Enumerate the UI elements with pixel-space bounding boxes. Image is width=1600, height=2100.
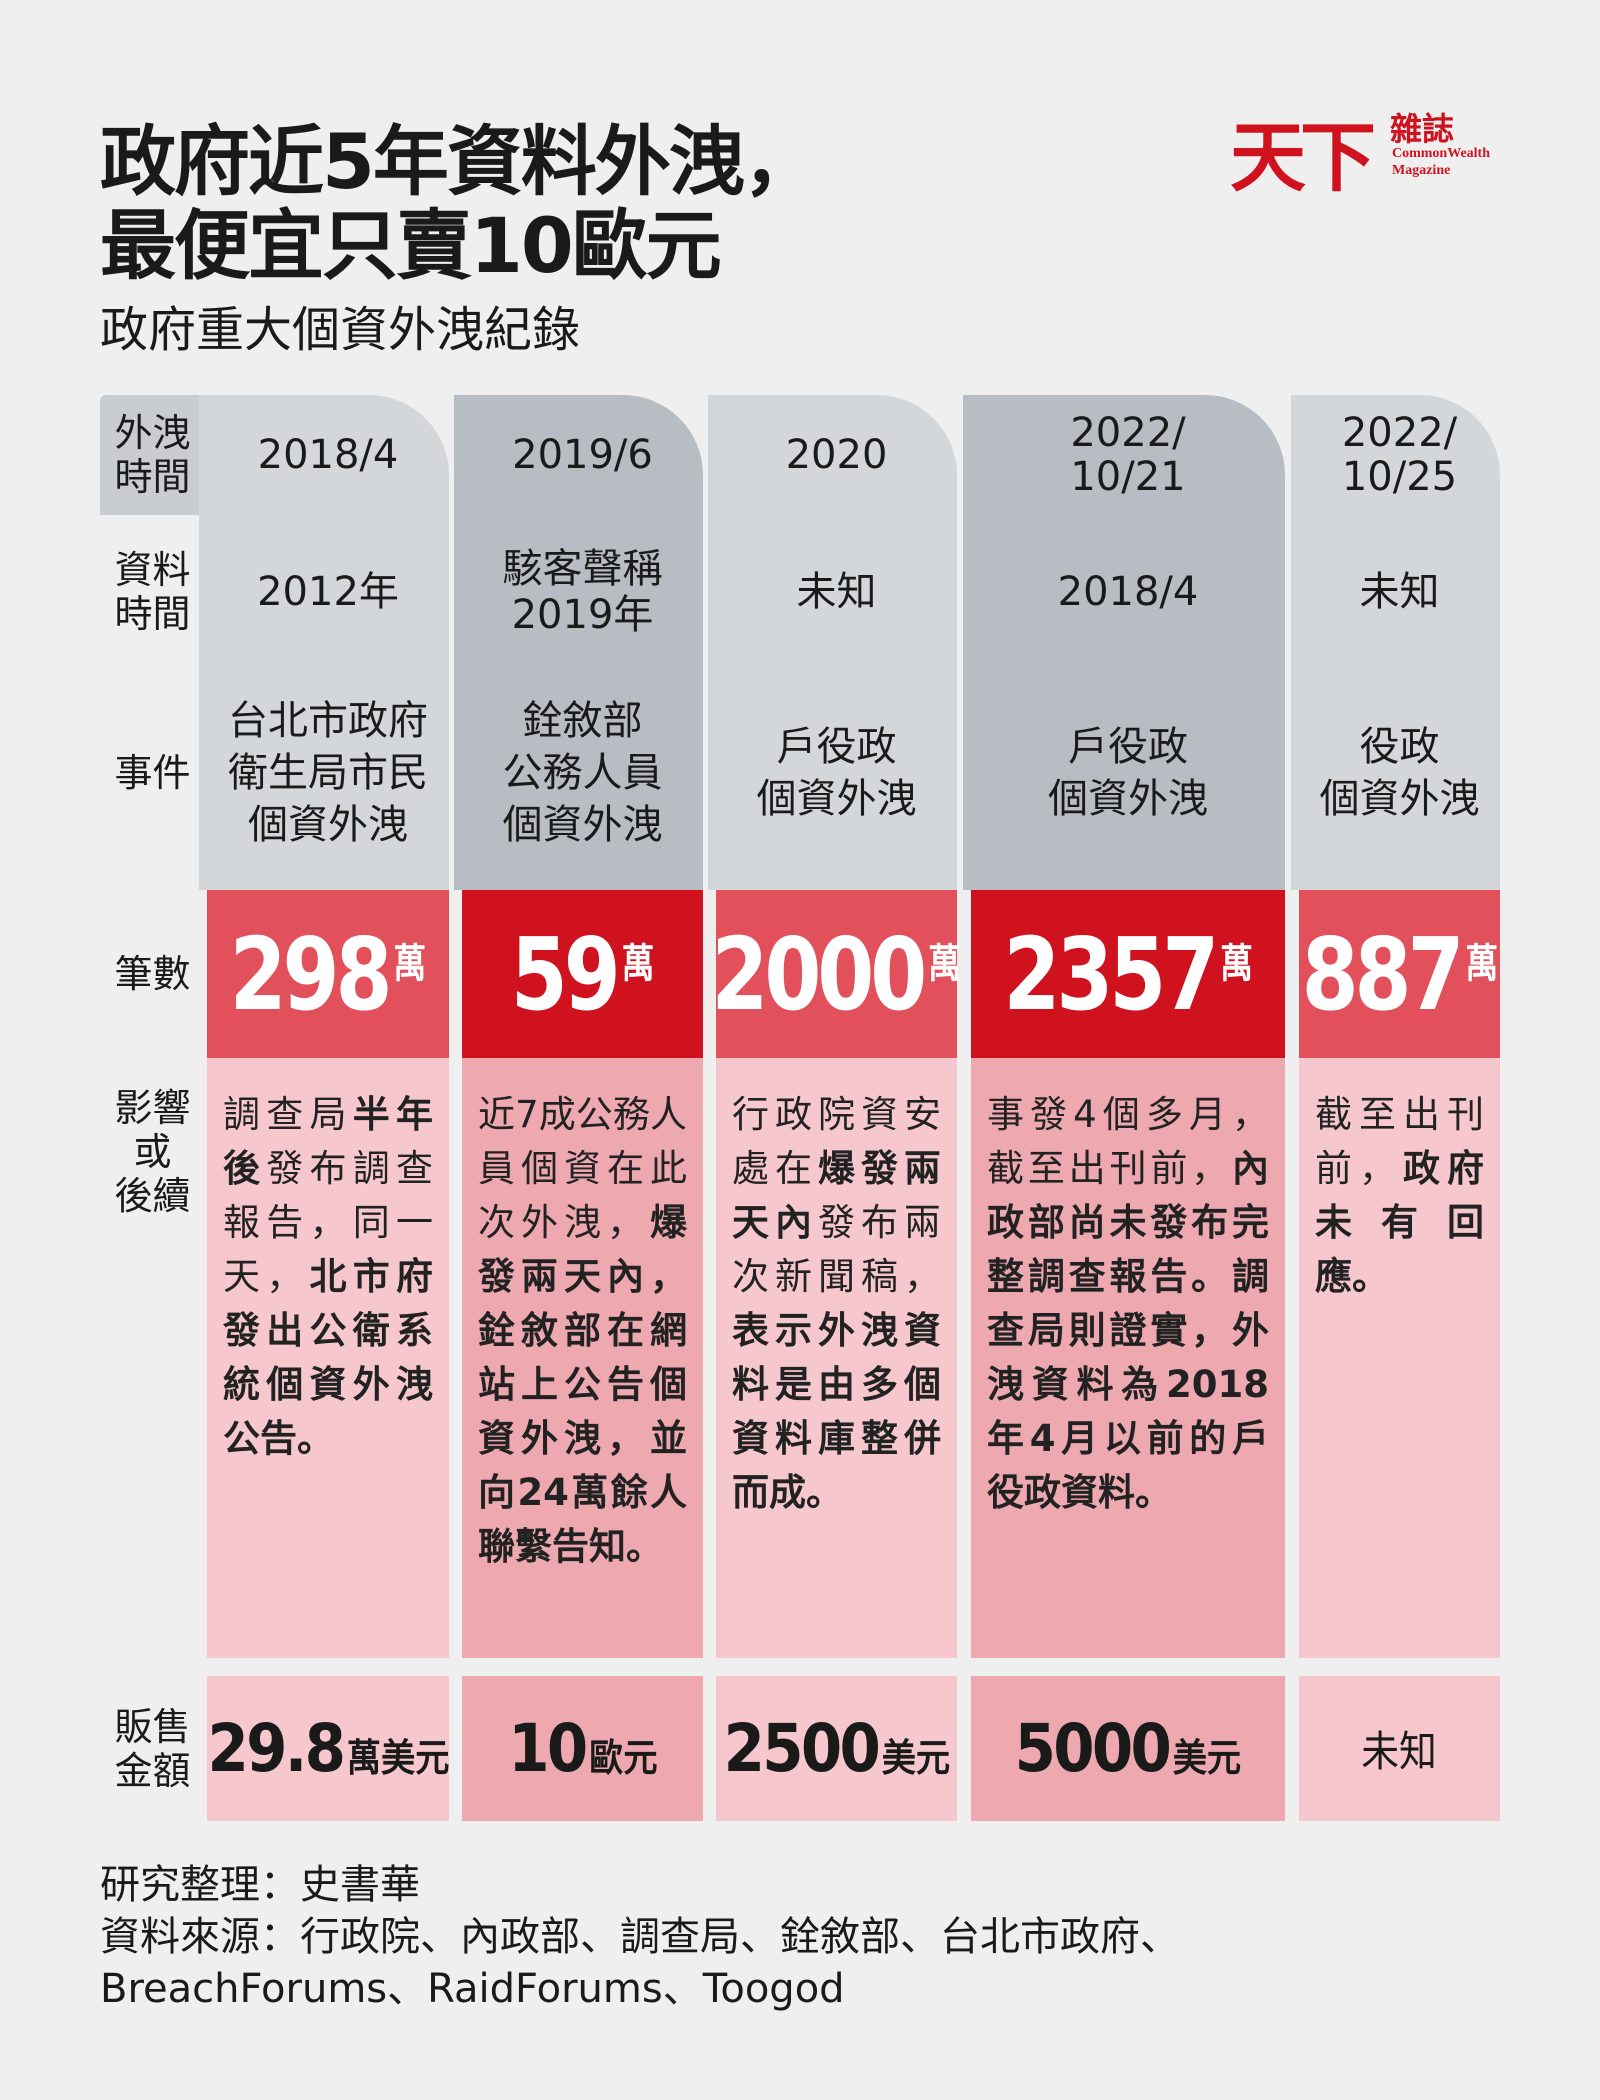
column-top: [199, 395, 449, 890]
impact-cell: 事發4個多月，截至出刊前，內政部尚未發布完整調查報告。調查局則證實，外洩資料為2…: [971, 1058, 1285, 1658]
footer-line: 研究整理：史書華: [100, 1862, 420, 1908]
leak-time: 2019/6: [512, 432, 653, 478]
leak-time: 2018/4: [257, 432, 399, 478]
column-top: [454, 395, 703, 890]
count-number: 2000: [711, 915, 928, 1033]
count-unit: 萬: [1464, 940, 1498, 987]
count-value: 887 萬: [1301, 916, 1498, 1033]
row-label: 筆數: [114, 952, 191, 996]
sale-cell: 5000美元: [971, 1676, 1285, 1821]
count-cell: 2000 萬: [712, 890, 961, 1058]
count-unit: 萬: [393, 940, 427, 987]
sale-value: 10歐元: [508, 1710, 657, 1787]
logo-main: 天下: [1230, 113, 1376, 202]
count-unit: 萬: [621, 940, 655, 987]
impact-text: 截至出刊前，: [1315, 1093, 1484, 1190]
sale-amount: 5000: [1014, 1710, 1172, 1787]
count-cell: 887 萬: [1299, 890, 1500, 1058]
impact-text: 調查局: [223, 1093, 353, 1136]
event: 戶役政 個資外洩: [1048, 723, 1208, 822]
sale-amount: 10: [507, 1710, 588, 1787]
sale-value: 5000美元: [1015, 1710, 1242, 1787]
impact-text: 表示外洩資料是由多個資料庫整併而成。: [732, 1309, 941, 1514]
sale-cell: 未知: [1299, 1676, 1500, 1821]
logo-side: 雜誌: [1390, 110, 1455, 148]
logo-en: Magazine: [1392, 163, 1451, 178]
footer-line: 資料來源：行政院、內政部、調查局、銓敘部、台北市政府、: [100, 1914, 1180, 1960]
sale-value: 未知: [1362, 1718, 1438, 1779]
logo-en: CommonWealth: [1392, 146, 1490, 161]
leak-time: 2022/ 10/21: [1070, 410, 1186, 500]
event: 戶役政 個資外洩: [756, 723, 917, 822]
subtitle: 政府重大個資外洩紀錄: [100, 302, 581, 358]
count-cell: 2357 萬: [971, 890, 1285, 1058]
row-label: 外洩 時間: [114, 411, 191, 499]
count-number: 298: [229, 915, 393, 1033]
sale-cell: 29.8萬美元: [207, 1676, 449, 1821]
column-top: [963, 395, 1285, 890]
impact-cell: 近7成公務人員個資在此次外洩，爆發兩天內，銓敘部在網站上公告個資外洩，並向24萬…: [462, 1058, 703, 1658]
impact-text: 政府未有回應。: [1315, 1147, 1484, 1298]
count-unit: 萬: [1219, 940, 1253, 987]
title-line: 最便宜只賣10歐元: [100, 201, 722, 290]
impact-text: 半年後: [223, 1093, 433, 1190]
count-number: 59: [510, 915, 621, 1033]
event: 役政 個資外洩: [1319, 723, 1480, 822]
sale-unit: 美元: [1172, 1736, 1242, 1780]
data-time: 2012年: [257, 569, 399, 615]
row-label: 事件: [114, 750, 191, 795]
data-time: 未知: [1359, 569, 1440, 615]
count-value: 59 萬: [511, 916, 655, 1033]
impact-text: 近7成公務人員個資在此次外洩，: [478, 1093, 687, 1244]
title-line: 政府近5年資料外洩，: [100, 117, 819, 206]
count-number: 887: [1301, 915, 1464, 1033]
sale-cell: 10歐元: [462, 1676, 703, 1821]
impact-text: 北市府發出公衛系統個資外洩公告。: [223, 1255, 433, 1460]
impact-text: 爆發兩天內，銓敘部在網站上公告個資外洩，並向24萬餘人聯繫告知。: [478, 1201, 687, 1568]
impact-cell: 行政院資安處在爆發兩天內發布兩次新聞稿， 表示外洩資料是由多個資料庫整併而成。: [716, 1058, 957, 1658]
impact-cell: 截至出刊前，政府未有回應。: [1299, 1058, 1500, 1658]
column-top: [1291, 395, 1500, 890]
sale-value: 29.8萬美元: [207, 1710, 449, 1787]
data-time: 2018/4: [1057, 569, 1199, 615]
leak-time: 2022/ 10/25: [1341, 410, 1458, 500]
row-label: 影響 或 後續: [114, 1086, 191, 1218]
impact-text: 發布兩次新聞稿，: [732, 1201, 941, 1298]
sale-text: 未知: [1361, 1727, 1438, 1776]
count-value: 2357 萬: [1003, 916, 1253, 1033]
count-cell: 59 萬: [462, 890, 703, 1058]
count-unit: 萬: [928, 940, 962, 987]
sale-unit: 萬美元: [346, 1736, 449, 1780]
row-label: 販售 金額: [114, 1704, 191, 1793]
impact-cell: 調查局半年後發布調查報告，同一天，北市府發出公衛系統個資外洩公告。: [207, 1058, 449, 1658]
impact-text: 發布調查報告，同一天，: [223, 1147, 433, 1298]
impact-text: 行政院資安處在: [732, 1093, 941, 1190]
row-label: 資料 時間: [114, 548, 191, 636]
sale-value: 2500美元: [723, 1710, 950, 1787]
column-top: [708, 395, 957, 890]
count-value: 2000 萬: [712, 916, 962, 1033]
sale-cell: 2500美元: [716, 1676, 957, 1821]
impact-text: 爆發兩天內: [732, 1147, 941, 1244]
impact-text: 事發4個多月，截至出刊前，: [987, 1093, 1269, 1190]
impact-text: 內政部尚未發布完整調查報告。調查局則證實，外洩資料為2018年4月以前的戶役政資…: [987, 1147, 1269, 1514]
sale-unit: 美元: [881, 1736, 950, 1780]
count-value: 298 萬: [230, 916, 427, 1033]
sale-amount: 2500: [723, 1710, 880, 1787]
event: 銓敘部 公務人員 個資外洩: [502, 697, 663, 848]
sale-amount: 29.8: [207, 1710, 345, 1787]
leak-time: 2020: [785, 432, 888, 478]
count-number: 2357: [1003, 915, 1219, 1033]
sale-unit: 歐元: [588, 1736, 658, 1780]
event: 台北市政府 衛生局市民 個資外洩: [228, 697, 428, 848]
data-time: 未知: [796, 569, 877, 615]
data-time: 駭客聲稱 2019年: [502, 546, 663, 638]
footer-line: BreachForums、RaidForums、Toogod: [100, 1966, 845, 2012]
count-cell: 298 萬: [207, 890, 449, 1058]
